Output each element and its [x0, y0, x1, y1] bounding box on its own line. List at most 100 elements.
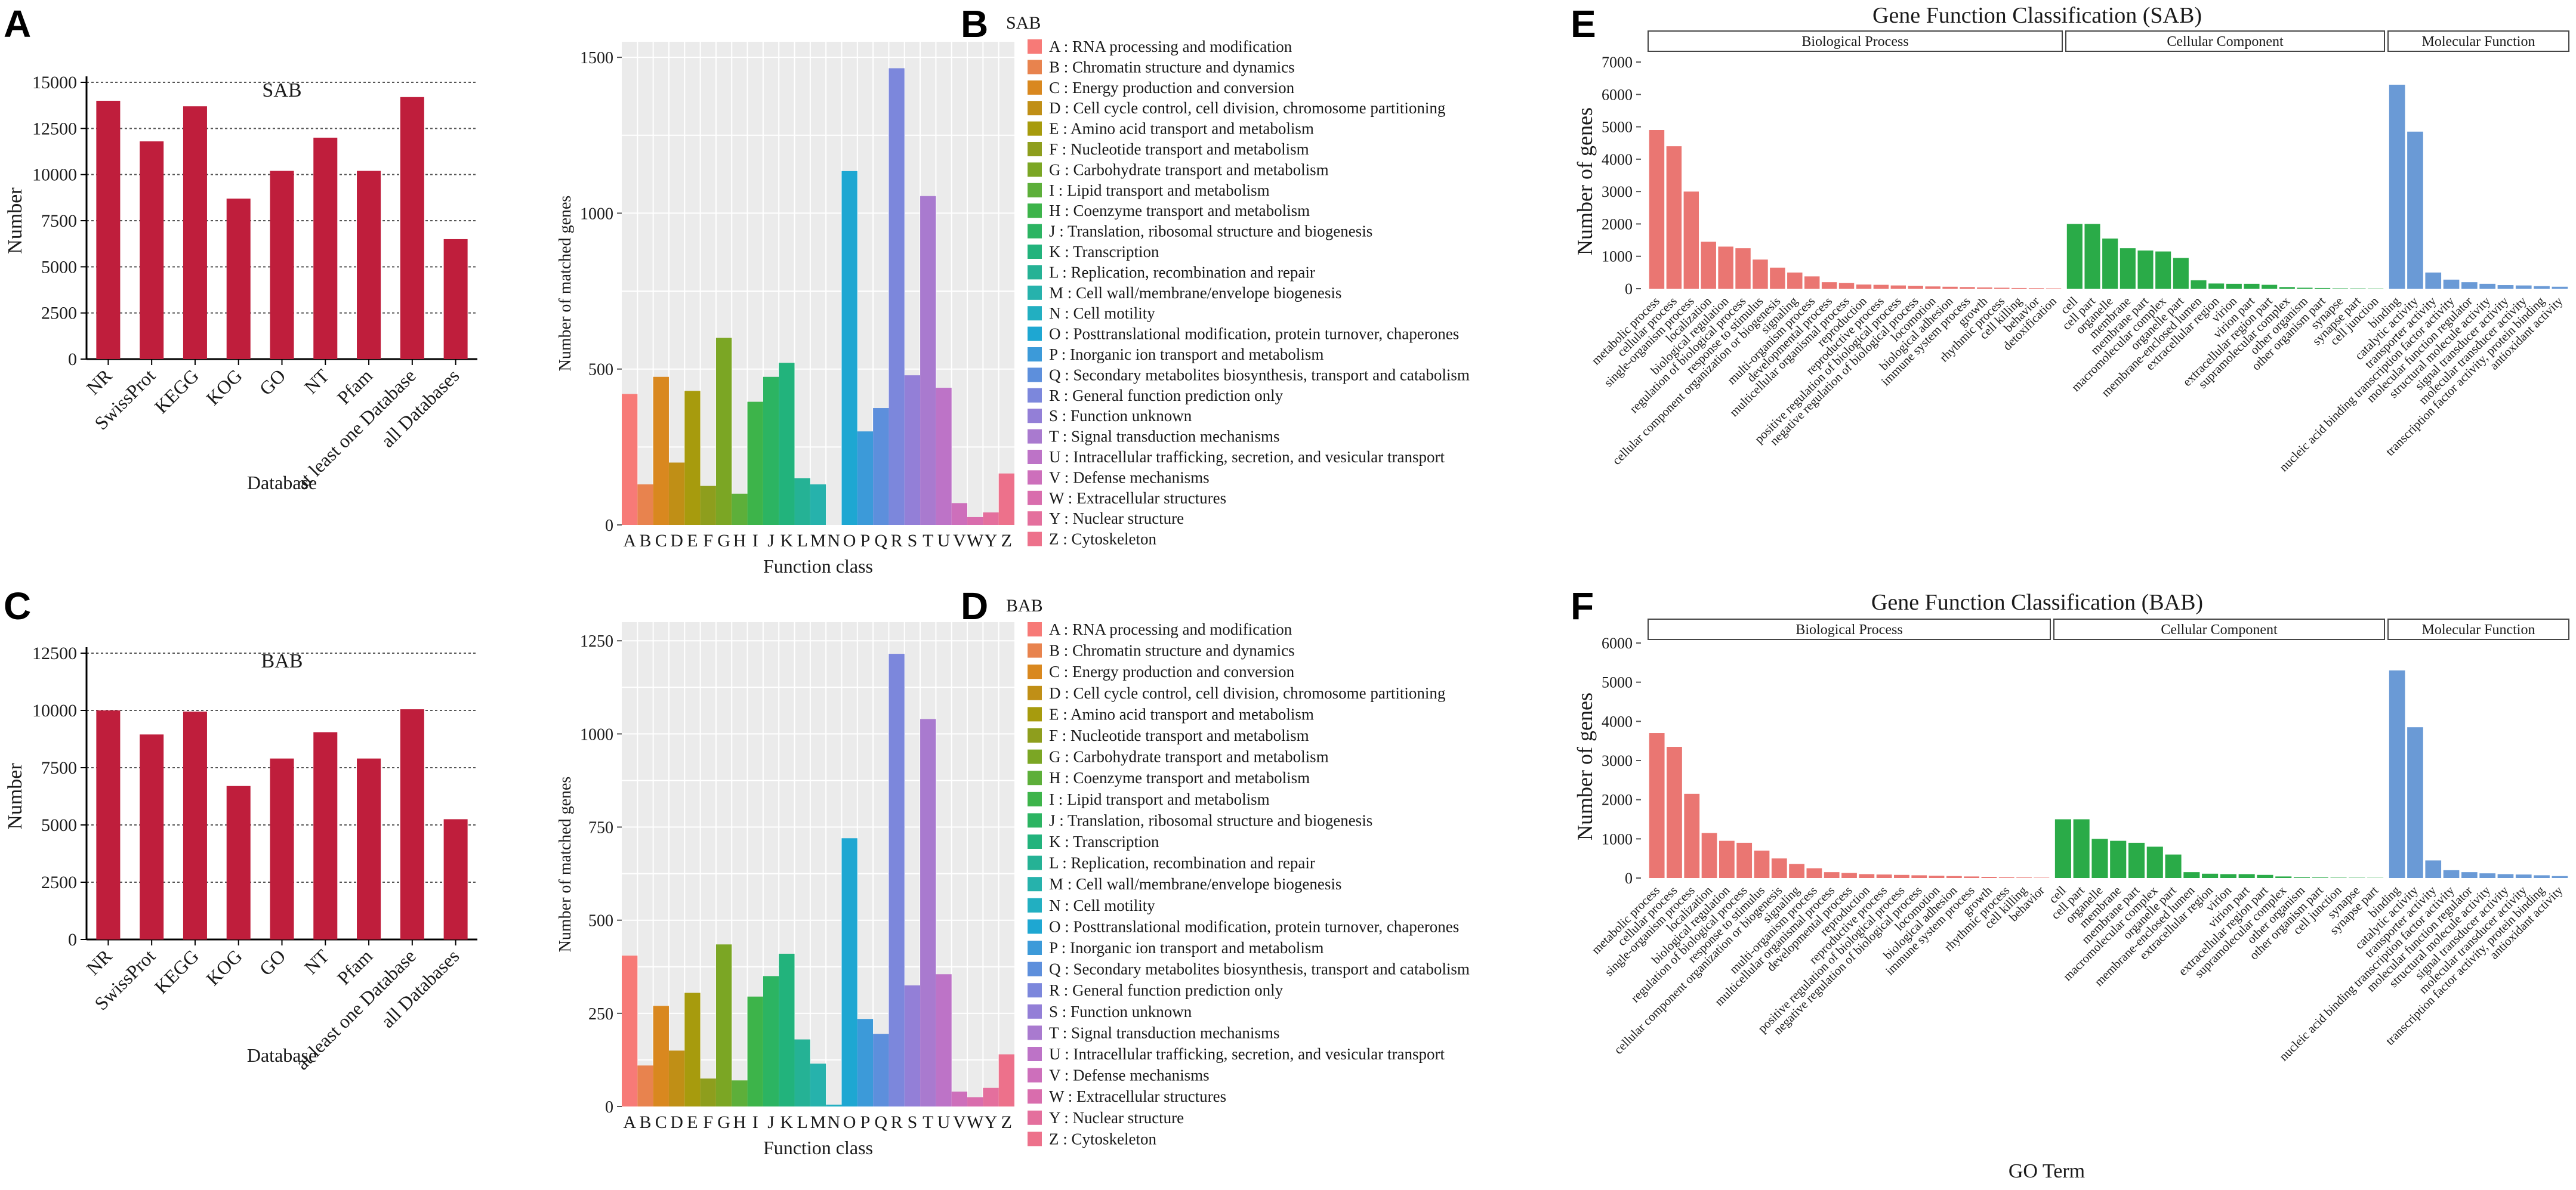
bar — [857, 1019, 873, 1106]
bar — [2498, 874, 2514, 878]
x-tick-label: S — [908, 1112, 918, 1132]
legend-swatch — [1028, 707, 1042, 721]
bar — [653, 377, 669, 525]
bar — [2534, 875, 2550, 878]
bar — [2046, 288, 2061, 289]
x-tick-label: N — [827, 1112, 840, 1132]
y-tick-label: 1000 — [580, 205, 613, 223]
bar — [270, 759, 294, 939]
bar — [1719, 841, 1735, 878]
bar — [669, 462, 684, 525]
legend-item: B : Chromatin structure and dynamics — [1049, 58, 1295, 76]
bar — [936, 388, 951, 525]
legend-swatch — [1028, 1004, 1042, 1019]
y-tick-label: 1250 — [580, 632, 613, 651]
bar — [701, 1078, 716, 1106]
y-tick-label: 7500 — [41, 758, 77, 778]
bar — [400, 709, 424, 939]
y-tick-label: 5000 — [1602, 119, 1633, 136]
legend-swatch — [1028, 941, 1042, 955]
legend-swatch — [1028, 265, 1042, 279]
x-tick-label: D — [670, 1112, 683, 1132]
bar — [622, 394, 637, 525]
bar — [716, 944, 732, 1106]
legend-item: D : Cell cycle control, cell division, c… — [1049, 684, 1445, 702]
bar — [2147, 846, 2163, 878]
bar — [999, 474, 1014, 525]
bar — [1754, 851, 1770, 878]
legend-item: L : Replication, recombination and repai… — [1049, 263, 1315, 281]
bar — [1804, 276, 1819, 289]
bar — [2110, 841, 2126, 878]
legend-swatch — [1028, 898, 1042, 913]
y-tick-label: 750 — [588, 819, 613, 837]
y-axis-label: Number — [4, 763, 26, 830]
x-axis-label: Database — [247, 472, 317, 493]
y-tick-label: 0 — [1625, 280, 1633, 298]
legend-item: E : Amino acid transport and metabolism — [1049, 120, 1314, 138]
bar — [2165, 855, 2182, 878]
x-tick-label: M — [810, 1112, 826, 1132]
legend-swatch — [1028, 470, 1042, 484]
bar — [1684, 191, 1699, 289]
bar — [2275, 876, 2291, 878]
bar — [2137, 251, 2153, 289]
x-tick-label: I — [752, 1112, 758, 1132]
y-tick-label: 1500 — [580, 49, 613, 67]
legend-item: Y : Nuclear structure — [1049, 1109, 1184, 1127]
legend-item: I : Lipid transport and metabolism — [1049, 790, 1270, 808]
legend-item: M : Cell wall/membrane/envelope biogenes… — [1049, 284, 1341, 302]
legend-swatch — [1028, 1132, 1042, 1146]
bar — [183, 106, 207, 359]
x-tick-label: P — [860, 531, 871, 551]
legend-item: P : Inorganic ion transport and metaboli… — [1049, 345, 1324, 363]
x-tick-label: C — [655, 531, 667, 551]
chart-title: Gene Function Classification (BAB) — [1871, 590, 2203, 615]
bar — [2226, 284, 2242, 289]
legend-item: G : Carbohydrate transport and metabolis… — [1049, 160, 1329, 178]
bar — [357, 759, 381, 939]
y-tick-label: 0 — [68, 930, 77, 950]
bar — [2084, 224, 2100, 289]
bar — [270, 171, 294, 359]
legend-swatch — [1028, 306, 1042, 320]
bar — [2407, 132, 2423, 289]
bar — [2155, 252, 2171, 289]
legend-swatch — [1028, 856, 1042, 870]
y-tick-label: 3000 — [1602, 752, 1633, 769]
legend-item: F : Nucleotide transport and metabolism — [1049, 140, 1309, 158]
y-tick-label: 3000 — [1602, 183, 1633, 200]
legend-swatch — [1028, 429, 1042, 444]
y-axis-label: Number of genes — [1573, 107, 1597, 255]
y-tick-label: 1000 — [1602, 248, 1633, 265]
chart-c: 02500500075001000012500NRSwissProtKEGGKO… — [4, 644, 477, 1074]
bar — [1667, 747, 1682, 878]
bar — [1891, 286, 1906, 289]
x-tick-label: D — [670, 531, 683, 551]
y-tick-label: 12500 — [32, 644, 77, 663]
legend-swatch — [1028, 983, 1042, 997]
bar — [2312, 877, 2328, 878]
figure: A B C D E F 0250050007500100001250015000… — [0, 0, 2576, 1187]
bar — [1772, 858, 1787, 878]
x-axis-label: Database — [247, 1044, 317, 1066]
bar — [983, 512, 998, 525]
x-tick-label: Y — [985, 1112, 998, 1132]
x-tick-label: V — [953, 1112, 966, 1132]
plot-background — [622, 622, 1014, 1106]
legend-item: U : Intracellular trafficking, secretion… — [1049, 448, 1445, 466]
bar — [684, 391, 700, 525]
bar — [444, 819, 468, 939]
legend-swatch — [1028, 771, 1042, 785]
legend-swatch — [1028, 122, 1042, 136]
bar — [1994, 288, 2009, 289]
x-tick-label: U — [937, 531, 951, 551]
legend-swatch — [1028, 919, 1042, 934]
y-axis-label: Number — [4, 187, 26, 254]
x-tick-label: E — [687, 1112, 698, 1132]
legend-title: SAB — [1006, 13, 1041, 33]
panel-letter-c: C — [4, 585, 31, 628]
x-tick-label: W — [967, 1112, 984, 1132]
